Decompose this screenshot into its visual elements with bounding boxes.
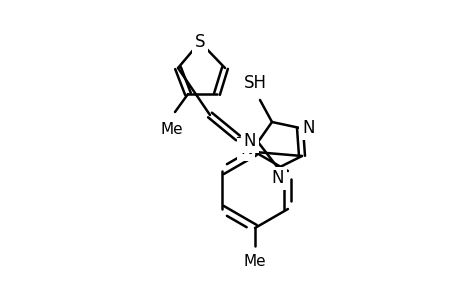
Text: N: N bbox=[271, 169, 284, 187]
Text: N: N bbox=[240, 140, 252, 158]
Text: Me: Me bbox=[160, 122, 183, 137]
Text: Me: Me bbox=[243, 254, 266, 269]
Text: S: S bbox=[194, 33, 205, 51]
Text: N: N bbox=[243, 132, 256, 150]
Text: SH: SH bbox=[243, 74, 266, 92]
Text: N: N bbox=[302, 119, 314, 137]
